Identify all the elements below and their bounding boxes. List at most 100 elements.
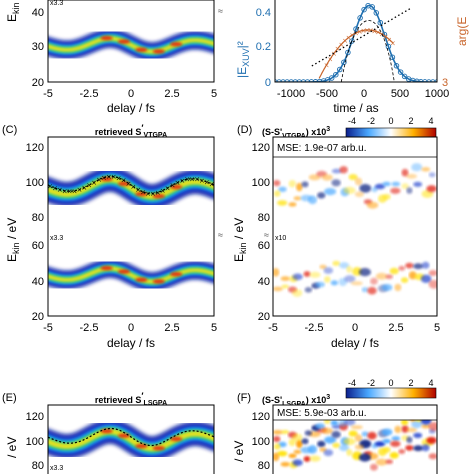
ridge-marker: × — [140, 189, 146, 197]
difference-blob — [301, 181, 309, 188]
difference-blob — [421, 424, 431, 429]
difference-blob — [420, 274, 432, 283]
panel-d-ytick-100: 100 — [252, 177, 270, 189]
difference-blob — [317, 440, 326, 448]
spectrogram-layer — [48, 428, 214, 452]
intensity-marker — [373, 10, 380, 16]
phase-marker: × — [390, 39, 396, 47]
difference-blob — [367, 286, 377, 295]
difference-blob — [288, 202, 297, 207]
ridge-marker: × — [62, 187, 68, 195]
panel-c-xtick-1: -2.5 — [80, 322, 99, 334]
difference-blob — [324, 276, 331, 283]
difference-blob — [426, 436, 437, 444]
ridge-marker: × — [155, 189, 161, 197]
difference-blob — [391, 181, 401, 187]
svg-text:/ eV: / eV — [232, 441, 246, 462]
top-left-ytick-40: 40 — [32, 7, 44, 19]
difference-blob — [292, 273, 303, 281]
difference-blob — [323, 449, 334, 457]
difference-blob — [375, 458, 388, 466]
difference-blob — [324, 436, 337, 444]
panel-e-title: retrieved S′LSGPA — [95, 391, 167, 407]
difference-blob — [390, 440, 401, 447]
panel-f-cbar-tick-3: 2 — [408, 378, 413, 388]
panel-d-difference-map — [273, 163, 437, 297]
panel-c-ylabel: Ekin / eV — [5, 218, 21, 262]
panel-e-spectrogram — [48, 419, 214, 461]
panel-c-xtick-3: 2.5 — [164, 322, 179, 334]
panel-d-ylabel: Ekin / eV — [232, 218, 248, 262]
svg-text:|EXUV|²: |EXUV|² — [235, 41, 251, 78]
top-left-ytick-20: 20 — [32, 77, 44, 89]
panel-e-axes-box — [47, 404, 215, 474]
ridge-line — [48, 427, 214, 447]
difference-blob — [278, 186, 287, 192]
spectrogram-layer — [48, 36, 214, 54]
panel-d-axes-box — [272, 136, 438, 317]
spectrogram-peak — [135, 47, 148, 52]
intensity-marker — [345, 49, 351, 56]
difference-blob — [389, 267, 399, 275]
difference-blob — [280, 462, 291, 467]
difference-blob — [292, 459, 303, 467]
intensity-marker — [357, 15, 363, 21]
difference-blob — [385, 274, 393, 280]
top-left-ylabel: Ekin — [5, 2, 21, 22]
panel-c-axis-break: ≈ — [218, 230, 223, 240]
spectrogram-layer — [48, 266, 214, 284]
difference-blob — [358, 453, 371, 462]
difference-blob — [330, 420, 339, 426]
panel-f-colorbar — [345, 387, 437, 399]
top-right-xtick-4: 1000 — [425, 88, 449, 100]
difference-blob — [309, 455, 321, 462]
phase-marker: × — [324, 61, 330, 69]
phase-marker: × — [338, 41, 344, 49]
difference-blob — [401, 183, 409, 190]
intensity-marker — [401, 73, 408, 80]
top-right-xtick-1: -500 — [316, 88, 338, 100]
difference-blob — [391, 436, 401, 441]
intensity-marker — [369, 4, 375, 10]
spectrogram-peak — [118, 269, 130, 274]
panel-e-letter: (E) — [2, 392, 17, 404]
ridge-marker: × — [174, 179, 180, 187]
svg-text:Ekin: Ekin — [5, 2, 21, 22]
difference-blob — [421, 167, 431, 172]
difference-blob — [323, 267, 334, 274]
ridge-marker: × — [67, 188, 73, 196]
panel-c-multiplier: x3.3 — [50, 235, 63, 242]
difference-blob — [304, 430, 313, 436]
ridge-line — [48, 175, 214, 195]
difference-blob — [309, 271, 321, 278]
difference-blob — [331, 430, 341, 439]
difference-blob — [375, 272, 388, 280]
phase-marker: × — [349, 31, 355, 39]
intensity-marker — [361, 6, 367, 13]
panel-f-ytick-120: 120 — [252, 411, 270, 423]
difference-blob — [406, 436, 413, 444]
ridge-marker: × — [204, 178, 210, 186]
difference-blob — [308, 195, 317, 205]
difference-blob — [303, 456, 311, 462]
panel-f-letter: (F) — [237, 392, 251, 404]
panel-d-xlabel: delay / fs — [331, 336, 379, 350]
top-right-xtick-3: 500 — [391, 88, 409, 100]
phase-marker: × — [383, 33, 389, 41]
spectrogram-peak — [152, 446, 165, 451]
difference-blob — [273, 452, 280, 462]
difference-blob — [421, 261, 430, 269]
ridge-marker: × — [135, 186, 141, 194]
spectrogram-peak — [170, 42, 183, 47]
difference-blob — [381, 428, 393, 436]
ridge-marker: × — [199, 177, 205, 185]
panel-d-mse: MSE: 1.9e-07 arb.u. — [277, 143, 367, 154]
panel-d-cbar-tick-1: -2 — [367, 116, 375, 126]
difference-blob — [303, 271, 311, 277]
phase-marker: × — [375, 29, 381, 37]
panel-d-cbar-tick-2: 0 — [388, 116, 393, 126]
panel-c-plot-area — [48, 137, 214, 316]
difference-blob — [382, 181, 391, 187]
spectrogram-peak — [152, 194, 165, 199]
